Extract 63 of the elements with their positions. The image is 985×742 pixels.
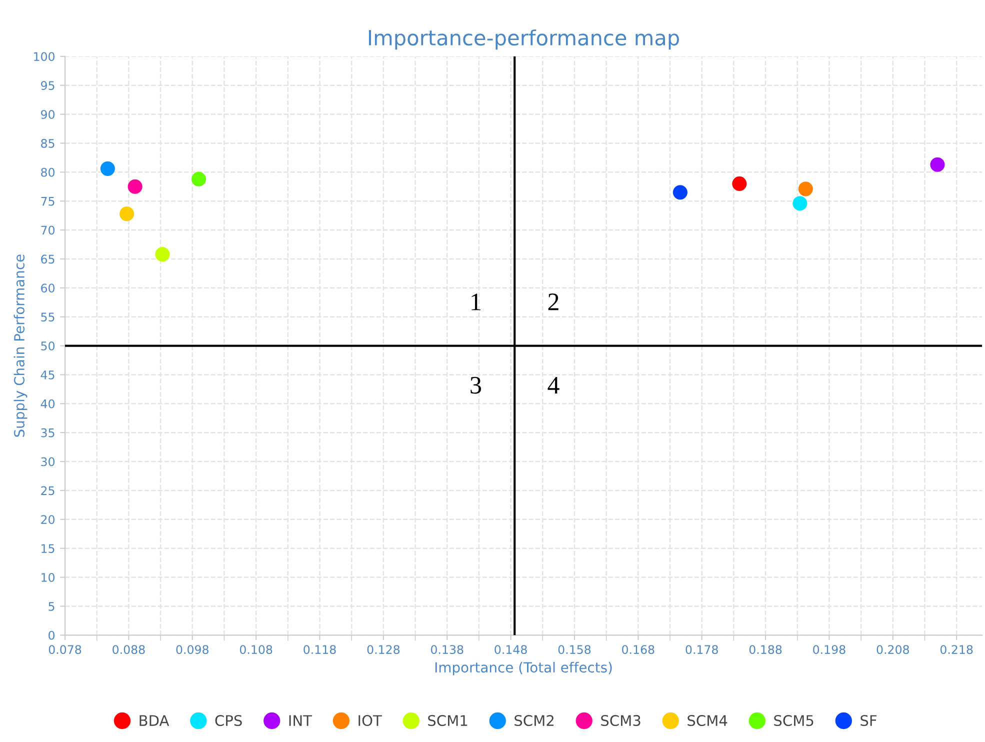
- legend-label: CPS: [215, 715, 242, 726]
- x-tick-label: 0.188: [749, 645, 782, 654]
- point: [792, 196, 808, 211]
- y-tick-label: 100: [34, 52, 55, 62]
- y-tick-label: 40: [40, 399, 55, 408]
- x-tick-label: 0.098: [176, 645, 208, 654]
- y-tick-label: 80: [41, 168, 55, 177]
- x-tick-label: 0.148: [494, 645, 527, 654]
- y-tick-label: 5: [48, 602, 54, 611]
- x-tick-label: 0.128: [367, 645, 400, 654]
- y-tick-label: 30: [41, 457, 55, 466]
- y-tick-label: 10: [42, 573, 55, 582]
- legend-label: INT: [289, 715, 312, 726]
- x-tick-label: 0.168: [622, 645, 654, 654]
- x-tick-label: 0.198: [813, 645, 846, 654]
- legend-label: SCM4: [688, 715, 728, 726]
- legend-label: IOT: [358, 715, 382, 726]
- x-tick-label: 0.138: [430, 645, 464, 654]
- x-tick-label: 0.218: [940, 645, 973, 654]
- point: [155, 247, 170, 262]
- point: [798, 182, 813, 196]
- point: [930, 157, 945, 172]
- point: [120, 206, 134, 222]
- chart-title: Importance-performance map: [368, 29, 680, 50]
- y-tick-label: 45: [40, 370, 54, 380]
- point: [100, 161, 115, 176]
- legend-label: SCM1: [428, 715, 468, 726]
- y-tick-label: 75: [41, 196, 54, 206]
- point: [128, 179, 142, 194]
- y-tick-label: 35: [41, 428, 54, 438]
- annotation: 2: [548, 294, 558, 310]
- y-tick-label: 70: [41, 226, 55, 235]
- y-tick-label: 0: [48, 630, 55, 640]
- legend-label: SCM3: [601, 715, 640, 726]
- annotation: 3: [470, 376, 481, 394]
- y-tick-label: 85: [41, 138, 54, 148]
- y-tick-label: 25: [41, 486, 54, 496]
- x-tick-label: 0.078: [48, 645, 82, 654]
- y-tick-label: 55: [41, 312, 54, 322]
- legend-label: BDA: [140, 715, 170, 726]
- y-tick-label: 95: [41, 81, 54, 90]
- point: [732, 176, 747, 192]
- x-tick-label: 0.178: [686, 645, 718, 654]
- legend-label: SCM2: [514, 715, 554, 726]
- point: [191, 172, 206, 186]
- x-tick-label: 0.108: [240, 645, 272, 654]
- point: [672, 185, 688, 200]
- y-axis-title: Supply Chain Performance: [14, 254, 28, 437]
- y-tick-label: 60: [41, 284, 55, 293]
- y-tick-label: 15: [42, 544, 54, 553]
- x-tick-label: 0.118: [304, 645, 336, 654]
- annotation: 4: [548, 376, 560, 394]
- annotation: 1: [472, 294, 480, 310]
- x-tick-label: 0.158: [558, 645, 591, 654]
- y-tick-label: 65: [41, 254, 54, 264]
- x-tick-label: 0.088: [112, 645, 145, 654]
- legend-label: SCM5: [774, 715, 814, 726]
- y-tick-label: 20: [41, 515, 55, 524]
- x-axis-title: Importance (Total effects): [435, 662, 612, 676]
- y-tick-label: 90: [41, 110, 55, 119]
- x-tick-label: 0.208: [876, 645, 909, 654]
- y-tick-label: 50: [41, 341, 55, 350]
- legend-label: SF: [860, 715, 876, 726]
